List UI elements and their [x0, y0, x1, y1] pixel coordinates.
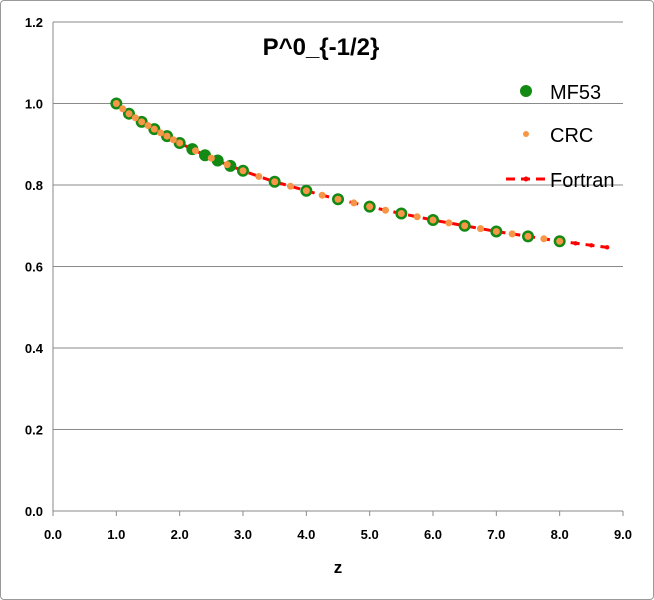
crc-point: [271, 178, 279, 186]
fortran-line: [115, 102, 608, 249]
crc-point: [334, 195, 342, 203]
crc-point: [397, 210, 405, 218]
crc-point: [255, 172, 263, 180]
x-tick-label: 1.0: [107, 527, 125, 542]
crc-point: [119, 105, 127, 113]
x-tick-label: 9.0: [614, 527, 632, 542]
crc-point: [157, 129, 165, 137]
crc-point: [413, 213, 421, 221]
crc-point: [540, 235, 548, 243]
crc-point: [150, 125, 158, 133]
crc-point: [382, 206, 389, 214]
y-tick-label: 0.6: [25, 260, 43, 275]
legend-label: MF53: [550, 82, 601, 104]
y-tick-label: 0.0: [25, 504, 43, 519]
crc-point: [169, 136, 177, 144]
y-tick-label: 1.0: [25, 97, 43, 112]
crc-point: [524, 232, 532, 240]
crc-point: [192, 147, 199, 155]
crc-point: [163, 132, 171, 140]
y-tick-label: 0.8: [25, 178, 43, 193]
crc-point: [223, 161, 231, 169]
crc-point: [508, 230, 516, 238]
crc-point: [207, 154, 215, 162]
legend-crc-marker: [523, 131, 529, 137]
y-tick-label: 1.2: [25, 15, 43, 30]
fortran-point: [573, 241, 578, 246]
x-axis-label: z: [334, 558, 343, 577]
crc-point: [477, 225, 484, 233]
crc-point: [138, 118, 146, 126]
crc-point: [287, 182, 294, 190]
x-tick-label: 8.0: [551, 527, 569, 542]
fortran-point: [589, 243, 594, 248]
fortran-point: [604, 245, 610, 250]
crc-point: [445, 219, 453, 227]
crc-point: [429, 216, 437, 224]
x-tick-label: 6.0: [424, 527, 442, 542]
x-tick-label: 3.0: [234, 527, 252, 542]
x-tick-label: 2.0: [171, 527, 189, 542]
crc-point: [556, 237, 564, 245]
legend-label: Fortran: [550, 170, 614, 192]
crc-point: [176, 139, 184, 147]
crc-point: [461, 222, 469, 230]
legend-mf53-marker: [520, 85, 532, 97]
legend-label: CRC: [550, 125, 593, 147]
crc-point: [144, 122, 152, 130]
crc-point: [366, 203, 374, 211]
x-tick-label: 4.0: [297, 527, 315, 542]
y-tick-label: 0.4: [25, 341, 44, 356]
crc-point: [350, 199, 358, 207]
x-tick-label: 0.0: [44, 527, 62, 542]
legend-fortran-marker: [523, 176, 529, 182]
crc-point: [239, 167, 247, 175]
chart-title: P^0_{-1/2}: [263, 34, 380, 61]
y-tick-label: 0.2: [25, 423, 43, 438]
crc-point: [125, 110, 133, 118]
crc-point: [492, 227, 500, 235]
crc-point: [112, 100, 120, 107]
crc-point: [302, 187, 310, 195]
crc-point: [318, 191, 326, 199]
x-tick-label: 5.0: [361, 527, 379, 542]
crc-point: [131, 114, 139, 122]
x-tick-label: 7.0: [487, 527, 505, 542]
